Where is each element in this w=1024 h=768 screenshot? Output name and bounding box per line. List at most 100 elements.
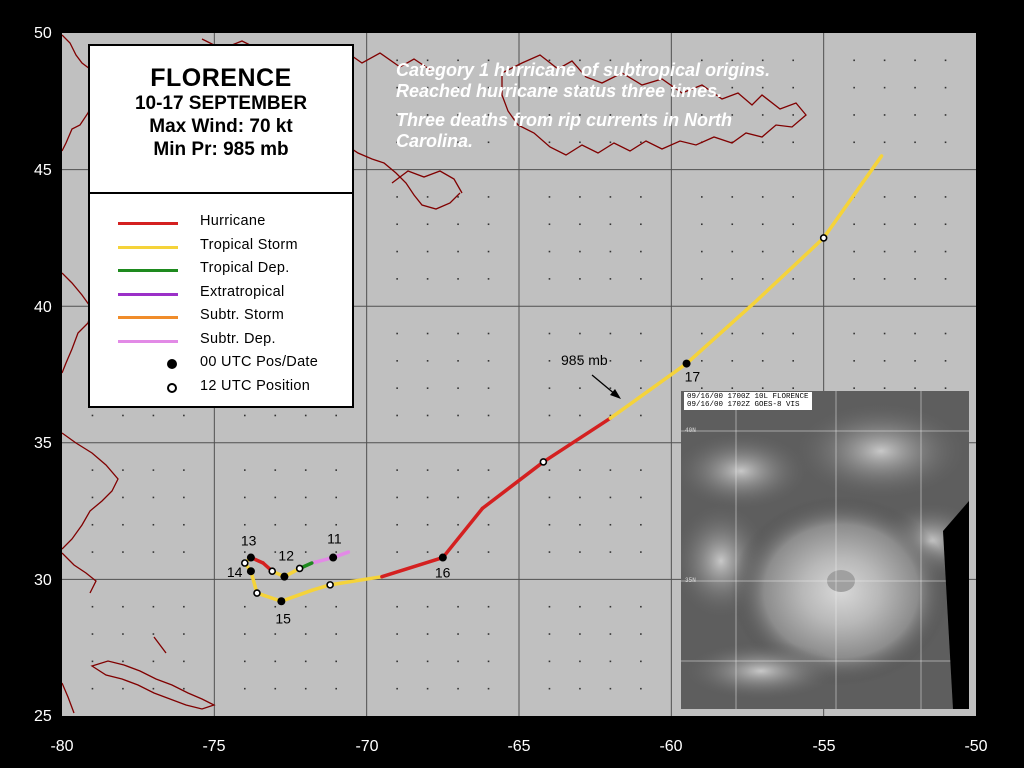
grid-dot [853, 141, 855, 144]
grid-dot [944, 387, 947, 389]
grid-dot [914, 278, 916, 280]
hurricane-swatch [118, 222, 178, 225]
grid-dot [152, 660, 155, 663]
grid-dot [944, 86, 947, 89]
grid-dot [457, 141, 459, 144]
grid-dot [579, 387, 581, 389]
grid-dot [640, 687, 642, 690]
grid-dot [183, 469, 185, 471]
grid-dot [761, 141, 764, 144]
grid-dot [761, 332, 764, 335]
grid-dot [731, 86, 734, 89]
grid-dot [426, 469, 429, 471]
pressure-arrow [591, 374, 617, 396]
grid-dot [579, 605, 581, 608]
grid-dot [304, 633, 307, 635]
storm-min-pressure: Min Pr: 985 mb [153, 139, 289, 160]
grid-dot [579, 660, 581, 663]
grid-dot [761, 387, 764, 389]
annotation-line-1: Category 1 hurricane of subtropical orig… [396, 60, 771, 101]
legend-list: Hurricane Tropical Storm Tropical Dep. E… [90, 194, 352, 404]
grid-dot [883, 387, 886, 389]
day-label: 15 [275, 610, 291, 626]
grid-dot [304, 414, 307, 417]
grid-dot [396, 469, 398, 471]
legend-label: Tropical Storm [200, 236, 298, 253]
grid-dot [792, 86, 794, 89]
grid-dot [91, 469, 94, 471]
grid-dot [487, 496, 490, 499]
legend-label: 12 UTC Position [200, 377, 311, 394]
grid-dot [396, 278, 398, 280]
grid-dot [335, 687, 337, 690]
grid-dot [396, 86, 398, 89]
grid-dot [883, 196, 886, 198]
satellite-lat-label: 35N [685, 577, 696, 584]
legend-item-subtr-storm: Subtr. Storm [90, 307, 352, 334]
grid-dot [548, 250, 551, 253]
y-tick-45: 45 [34, 162, 52, 179]
grid-dot [487, 86, 490, 89]
grid-dot [426, 687, 429, 690]
grid-dot [853, 332, 855, 335]
grid-dot [183, 687, 185, 690]
coast-florida [62, 682, 75, 714]
grid-dot [944, 360, 947, 362]
grid-dot [122, 469, 124, 471]
grid-dot [853, 387, 855, 389]
coast-newfoundland [501, 54, 807, 156]
grid-dot [152, 469, 155, 471]
satellite-caption-line-2: 09/16/00 1702Z GOES-8 VIS [687, 401, 800, 409]
grid-dot [274, 605, 277, 608]
storm-info-header: FLORENCE 10-17 SEPTEMBER Max Wind: 70 kt… [90, 46, 352, 194]
grid-dot [244, 523, 246, 526]
grid-dot [274, 551, 277, 553]
grid-dot [335, 496, 337, 499]
grid-dot [731, 223, 734, 226]
grid-dot [792, 332, 794, 335]
grid-dot [914, 141, 916, 144]
grid-dot [335, 605, 337, 608]
day-label: 16 [435, 565, 451, 581]
grid-dot [640, 250, 642, 253]
grid-dot [396, 523, 398, 526]
grid-dot [396, 196, 398, 198]
grid-dot [91, 496, 94, 499]
grid-dot [548, 196, 551, 198]
grid-dot [548, 332, 551, 335]
grid-dot [457, 250, 459, 253]
grid-dot [731, 59, 734, 62]
grid-dot [761, 250, 764, 253]
grid-dot [396, 660, 398, 663]
grid-dot [396, 114, 398, 116]
grid-dot [487, 141, 490, 144]
grid-dot [274, 523, 277, 526]
grid-dot [487, 660, 490, 663]
grid-dot [91, 523, 94, 526]
grid-dot [548, 414, 551, 417]
grid-dot [304, 551, 307, 553]
grid-dot [396, 250, 398, 253]
grid-dot [731, 332, 734, 335]
legend-item-12utc: 12 UTC Position [90, 377, 352, 405]
grid-dot [457, 414, 459, 417]
utc12-position-marker [819, 234, 828, 242]
grid-dot [426, 660, 429, 663]
grid-dot [457, 633, 459, 635]
grid-dot [396, 387, 398, 389]
grid-dot [792, 360, 794, 362]
grid-dot [457, 114, 459, 116]
satellite-caption-line-1: 09/16/00 1700Z 10L FLORENCE [687, 393, 809, 401]
grid-dot [609, 223, 612, 226]
coast-us-midatlantic [62, 432, 119, 550]
satellite-image [681, 391, 969, 709]
grid-dot [487, 278, 490, 280]
track-segment [751, 236, 826, 306]
grid-dot [426, 59, 429, 62]
grid-dot [426, 141, 429, 144]
grid-dot [548, 660, 551, 663]
grid-dot [396, 687, 398, 690]
grid-dot [792, 141, 794, 144]
grid-dot [792, 196, 794, 198]
grid-dot [640, 660, 642, 663]
